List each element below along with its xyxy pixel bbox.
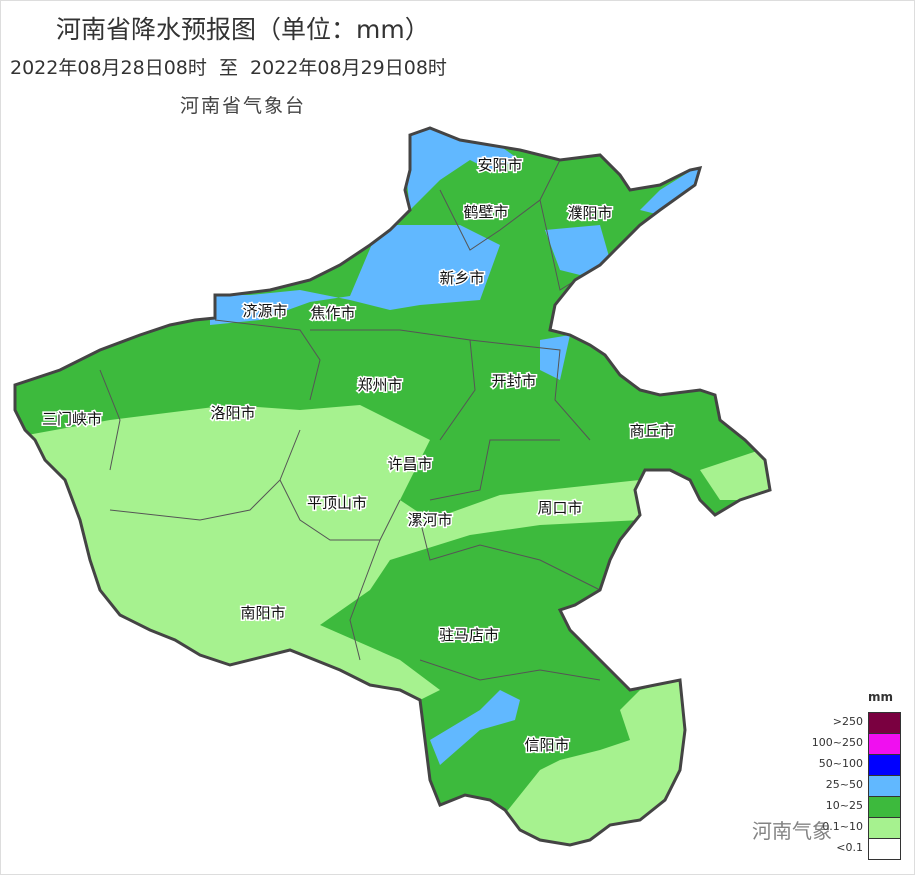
legend-item: 10~25	[800, 796, 903, 817]
legend-label: 25~50	[825, 778, 863, 791]
legend-label: 0.1~10	[822, 820, 863, 833]
city-label: 濮阳市	[567, 204, 612, 222]
city-label: 焦作市	[310, 304, 355, 322]
city-label: 鹤壁市	[463, 203, 508, 221]
legend-label: 50~100	[818, 757, 863, 770]
city-label: 信阳市	[524, 736, 569, 754]
city-label: 郑州市	[357, 376, 402, 394]
rain-zone-25-50	[640, 165, 710, 215]
city-label: 漯河市	[407, 511, 452, 529]
legend-item: 50~100	[800, 754, 903, 775]
rain-zone-0.1-10	[700, 450, 770, 500]
rain-zone-25-50	[545, 225, 610, 275]
city-label: 三门峡市	[42, 410, 102, 428]
city-label: 安阳市	[477, 156, 522, 174]
city-label: 南阳市	[240, 604, 285, 622]
legend-label: 10~25	[825, 799, 863, 812]
watermark: 河南气象	[752, 819, 832, 843]
legend-item: 100~250	[800, 733, 903, 754]
rain-zone-25-50	[540, 335, 570, 380]
legend-label: <0.1	[836, 841, 863, 854]
city-label: 周口市	[537, 499, 582, 517]
city-label: 新乡市	[439, 269, 484, 287]
legend-item: 25~50	[800, 775, 903, 796]
city-label: 许昌市	[387, 455, 432, 473]
legend-swatch	[868, 712, 901, 733]
legend-swatch	[868, 796, 901, 817]
legend-swatch	[868, 838, 901, 860]
city-label: 驻马店市	[439, 626, 499, 644]
forecast-period: 2022年08月28日08时 至 2022年08月29日08时	[10, 57, 447, 79]
legend-swatch	[868, 775, 901, 796]
legend-item: >250	[800, 712, 903, 733]
legend-label: >250	[832, 715, 863, 728]
rain-zone-25-50	[210, 225, 500, 325]
legend-unit: mm	[868, 690, 894, 704]
legend-label: 100~250	[811, 736, 863, 749]
issuer: 河南省气象台	[180, 95, 307, 117]
city-label: 商丘市	[629, 422, 674, 440]
city-label: 洛阳市	[210, 404, 255, 422]
legend-item: 0.1~10	[800, 817, 903, 838]
map-title: 河南省降水预报图（单位：mm）	[56, 15, 430, 44]
legend-swatch	[868, 754, 901, 775]
legend-swatch	[868, 817, 901, 838]
city-label: 济源市	[242, 302, 287, 320]
legend-swatch	[868, 733, 901, 754]
city-borders	[99, 159, 601, 681]
legend-item: <0.1	[800, 838, 903, 860]
city-label: 平顶山市	[307, 494, 367, 512]
rain-zone-25-50	[430, 690, 520, 765]
city-label: 开封市	[491, 372, 536, 390]
